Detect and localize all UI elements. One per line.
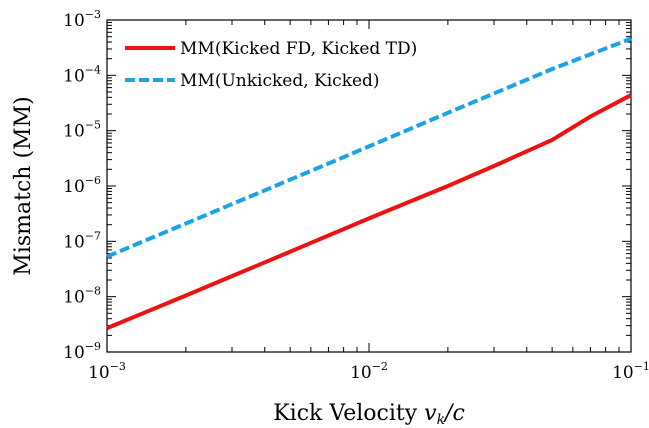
y-tick-label: 10−7	[63, 229, 101, 252]
y-tick-label-exponent: −6	[85, 174, 101, 187]
y-tick-label-exponent: −4	[85, 63, 101, 76]
x-axis-title-prefix: Kick Velocity	[273, 401, 424, 426]
y-tick-label-exponent: −5	[85, 119, 101, 132]
y-tick-label-base: 10	[63, 288, 85, 308]
legend: MM(Kicked FD, Kicked TD) MM(Unkicked, Ki…	[125, 39, 417, 91]
legend-label-kicked-fd-td: MM(Kicked FD, Kicked TD)	[180, 39, 417, 59]
y-tick-label-base: 10	[63, 232, 85, 252]
x-axis-title-suffix: /c	[443, 401, 465, 426]
y-tick-label-base: 10	[63, 11, 85, 31]
x-tick-label-exponent: −3	[110, 360, 126, 373]
y-tick-label: 10−6	[63, 174, 101, 197]
y-tick-label: 10−9	[63, 340, 101, 363]
x-tick-label: 10−3	[88, 360, 126, 383]
y-tick-label: 10−3	[63, 8, 101, 31]
y-tick-label: 10−5	[63, 119, 101, 142]
y-tick-label-base: 10	[63, 343, 85, 363]
y-axis-title: Mismatch (MM)	[11, 96, 36, 275]
x-tick-label-base: 10	[612, 363, 634, 383]
x-tick-label-exponent: −2	[372, 360, 388, 373]
x-tick-label: 10−2	[350, 360, 388, 383]
y-tick-label-base: 10	[63, 122, 85, 142]
y-tick-label-exponent: −8	[85, 285, 101, 298]
x-tick-label-base: 10	[350, 363, 372, 383]
x-axis-title-var: v	[424, 401, 437, 426]
y-tick-label-exponent: −3	[85, 8, 101, 21]
x-tick-label-base: 10	[88, 363, 110, 383]
x-axis-title: Kick Velocity vk/c	[273, 401, 465, 428]
series-line-0	[107, 95, 631, 328]
y-tick-label-exponent: −7	[85, 229, 101, 242]
x-tick-label-exponent: −1	[634, 360, 649, 373]
x-axis-title-sub: k	[437, 412, 445, 428]
x-tick-label: 10−1	[612, 360, 649, 383]
y-tick-label-base: 10	[63, 177, 85, 197]
y-tick-label: 10−4	[63, 63, 101, 86]
legend-label-unkicked-kicked: MM(Unkicked, Kicked)	[180, 71, 380, 91]
y-tick-label-exponent: −9	[85, 340, 101, 353]
y-tick-label: 10−8	[63, 285, 101, 308]
y-tick-label-base: 10	[63, 66, 85, 86]
